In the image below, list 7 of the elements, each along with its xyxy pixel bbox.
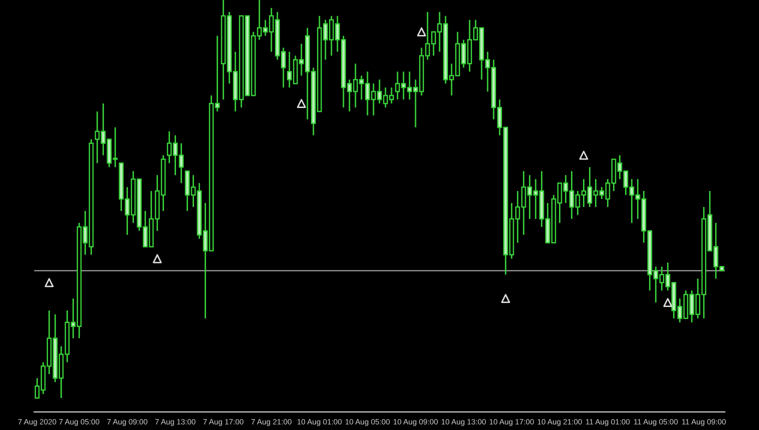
point bbox=[152, 254, 162, 264]
point bbox=[663, 298, 672, 307]
point bbox=[501, 294, 510, 304]
point bbox=[44, 278, 54, 288]
point bbox=[296, 98, 306, 108]
point bbox=[417, 27, 426, 36]
point bbox=[579, 150, 588, 160]
